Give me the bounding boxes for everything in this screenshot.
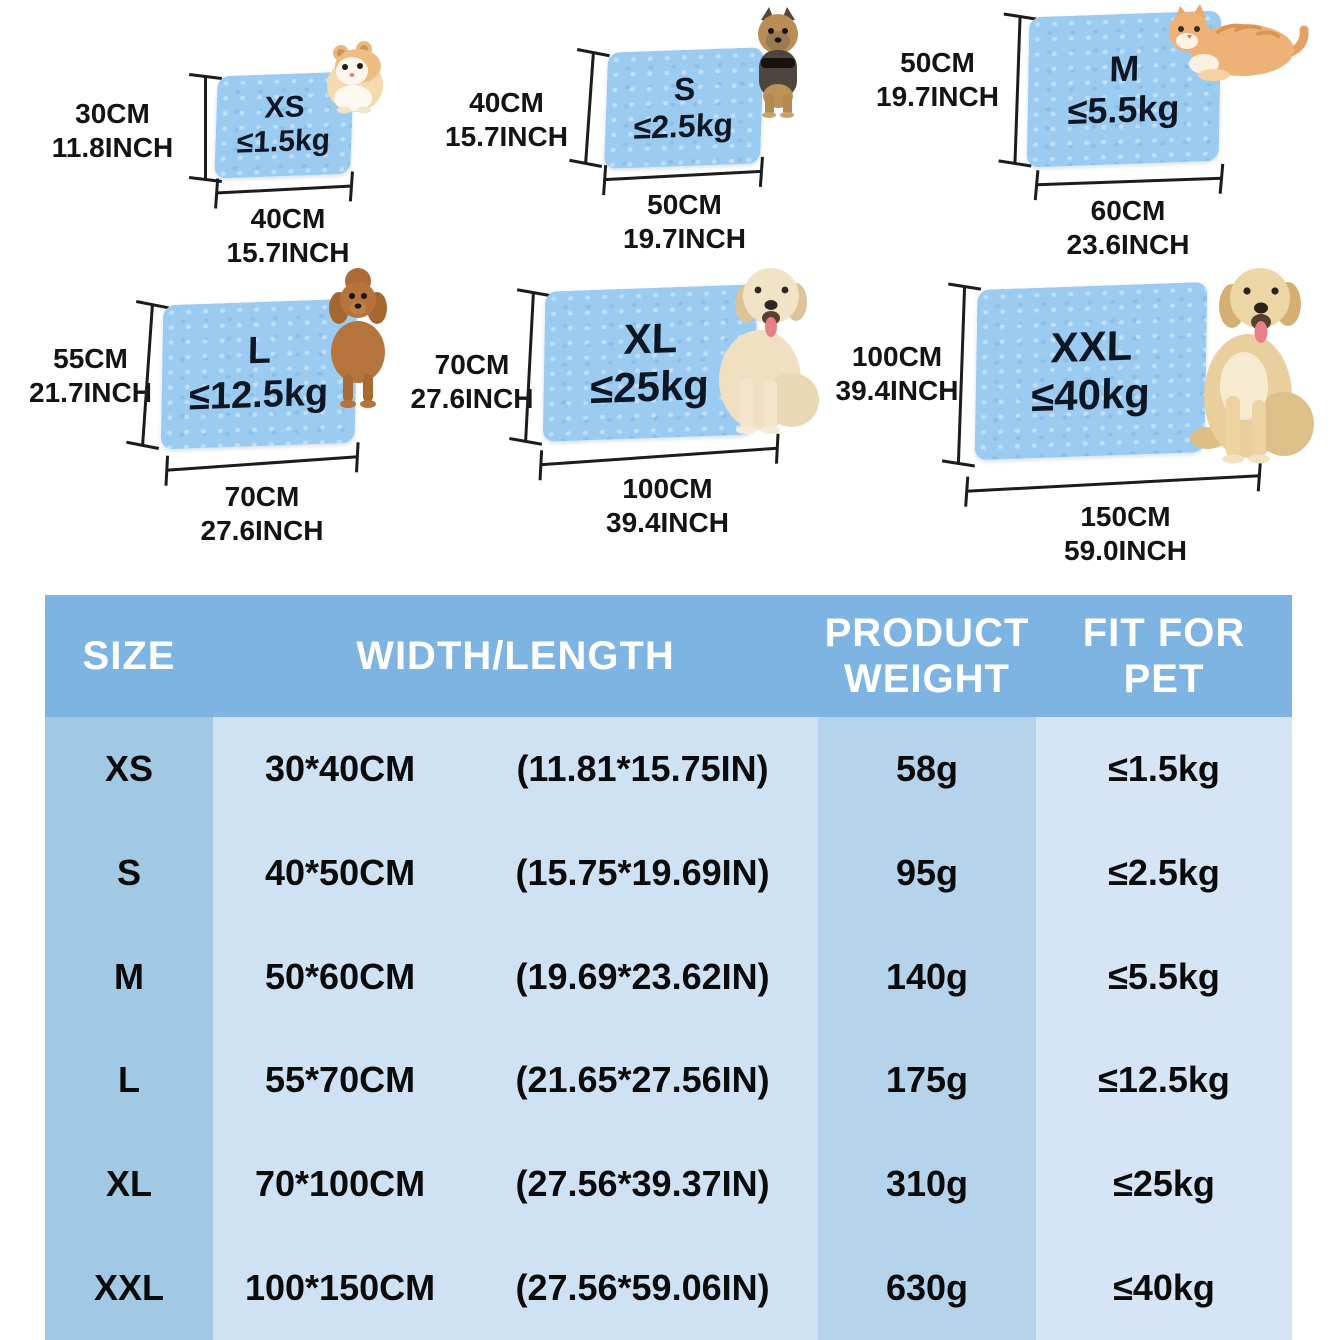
cell-weight: 630g xyxy=(818,1236,1036,1340)
size-table-body: XS 30*40CM (11.81*15.75IN) 58g ≤1.5kg S … xyxy=(45,717,1292,1340)
xl-width-line xyxy=(540,446,778,467)
s-mat: S ≤2.5kg xyxy=(604,47,764,169)
m-mat-weight-label: ≤5.5kg xyxy=(1067,87,1180,133)
size-table: SIZE WIDTH/LENGTH PRODUCT WEIGHT FIT FOR… xyxy=(45,595,1292,1340)
cell-size: M xyxy=(45,924,213,1029)
labrador-photo xyxy=(719,268,819,434)
xs-width-label: 40CM 15.7INCH xyxy=(226,203,350,268)
cell-size: L xyxy=(45,1028,213,1133)
xxl-width-label: 150CM 59.0INCH xyxy=(1064,501,1187,566)
xs-width-line xyxy=(216,184,352,195)
xxl-mat: XXL ≤40kg xyxy=(974,281,1208,461)
cell-width-length: 30*40CM (11.81*15.75IN) xyxy=(213,717,818,821)
xl-mat-weight-label: ≤25kg xyxy=(589,360,710,413)
xl-width-label: 100CM 39.4INCH xyxy=(606,473,729,538)
xs-height-line xyxy=(204,76,207,180)
m-width-label: 60CM 23.6INCH xyxy=(1066,195,1190,260)
size-table-header: SIZE WIDTH/LENGTH PRODUCT WEIGHT FIT FOR… xyxy=(45,595,1292,717)
xxl-height-label: 100CM 39.4INCH xyxy=(835,341,959,406)
s-width-line xyxy=(604,169,762,182)
xxl-width-line xyxy=(966,474,1260,493)
table-row-m: M 50*60CM (19.69*23.62IN) 140g ≤5.5kg xyxy=(45,924,1292,1029)
golden-retriever-photo xyxy=(1190,268,1314,464)
cell-width-length: 55*70CM (21.65*27.56IN) xyxy=(213,1028,818,1133)
s-width-label: 50CM 19.7INCH xyxy=(623,189,746,254)
table-row-s: S 40*50CM (15.75*19.69IN) 95g ≤2.5kg xyxy=(45,820,1292,925)
hamster-photo xyxy=(327,41,383,114)
header-product-weight: PRODUCT WEIGHT xyxy=(824,611,1030,701)
m-height-label: 50CM 19.7INCH xyxy=(876,47,999,112)
toy-poodle-photo xyxy=(329,268,387,408)
cell-weight: 95g xyxy=(818,820,1036,925)
m-width-line xyxy=(1036,176,1222,187)
xs-mat-size-label: XS xyxy=(264,89,306,125)
cell-size: XS xyxy=(45,717,213,821)
xl-height-label: 70CM 27.6INCH xyxy=(410,349,534,414)
cell-width-length: 50*60CM (19.69*23.62IN) xyxy=(213,924,818,1029)
l-width-label: 70CM 27.6INCH xyxy=(200,481,324,546)
s-mat-size-label: S xyxy=(673,70,696,108)
l-mat-weight-label: ≤12.5kg xyxy=(188,371,329,419)
table-row-xs: XS 30*40CM (11.81*15.75IN) 58g ≤1.5kg xyxy=(45,717,1292,821)
l-height-label: 55CM 21.7INCH xyxy=(29,343,152,408)
yorkie-puppy-photo xyxy=(758,7,798,118)
cell-fit: ≤2.5kg xyxy=(1036,820,1292,925)
cell-weight: 310g xyxy=(818,1132,1036,1237)
cell-width-length: 40*50CM (15.75*19.69IN) xyxy=(213,820,818,925)
orange-cat-photo xyxy=(1169,4,1309,81)
cell-weight: 58g xyxy=(818,717,1036,821)
cell-size: S xyxy=(45,820,213,925)
header-width-length: WIDTH/LENGTH xyxy=(356,634,675,678)
cell-fit: ≤1.5kg xyxy=(1036,717,1292,821)
m-mat-size-label: M xyxy=(1109,47,1140,90)
xxl-mat-weight-label: ≤40kg xyxy=(1030,368,1151,421)
xs-height-label: 30CM 11.8INCH xyxy=(51,98,174,163)
cell-fit: ≤12.5kg xyxy=(1036,1028,1292,1133)
cell-fit: ≤25kg xyxy=(1036,1132,1292,1237)
s-height-label: 40CM 15.7INCH xyxy=(445,87,568,152)
xl-mat-size-label: XL xyxy=(623,313,678,363)
cell-weight: 140g xyxy=(818,924,1036,1029)
l-mat-size-label: L xyxy=(247,329,272,373)
cell-fit: ≤5.5kg xyxy=(1036,924,1292,1029)
table-row-xl: XL 70*100CM (27.56*39.37IN) 310g ≤25kg xyxy=(45,1132,1292,1237)
cell-size: XXL xyxy=(45,1236,213,1340)
table-row-l: L 55*70CM (21.65*27.56IN) 175g ≤12.5kg xyxy=(45,1028,1292,1133)
xs-mat-weight-label: ≤1.5kg xyxy=(236,123,331,160)
table-row-xxl: XXL 100*150CM (27.56*59.06IN) 630g ≤40kg xyxy=(45,1236,1292,1340)
cell-size: XL xyxy=(45,1132,213,1237)
header-fit-for-pet: FIT FOR PET xyxy=(1082,611,1246,701)
cell-width-length: 100*150CM (27.56*59.06IN) xyxy=(213,1236,818,1340)
l-width-line xyxy=(166,455,358,472)
header-size: SIZE xyxy=(82,634,176,678)
cell-weight: 175g xyxy=(818,1028,1036,1133)
s-mat-weight-label: ≤2.5kg xyxy=(633,106,734,146)
cell-fit: ≤40kg xyxy=(1036,1236,1292,1340)
xxl-mat-size-label: XXL xyxy=(1050,321,1133,372)
cell-width-length: 70*100CM (27.56*39.37IN) xyxy=(213,1132,818,1237)
